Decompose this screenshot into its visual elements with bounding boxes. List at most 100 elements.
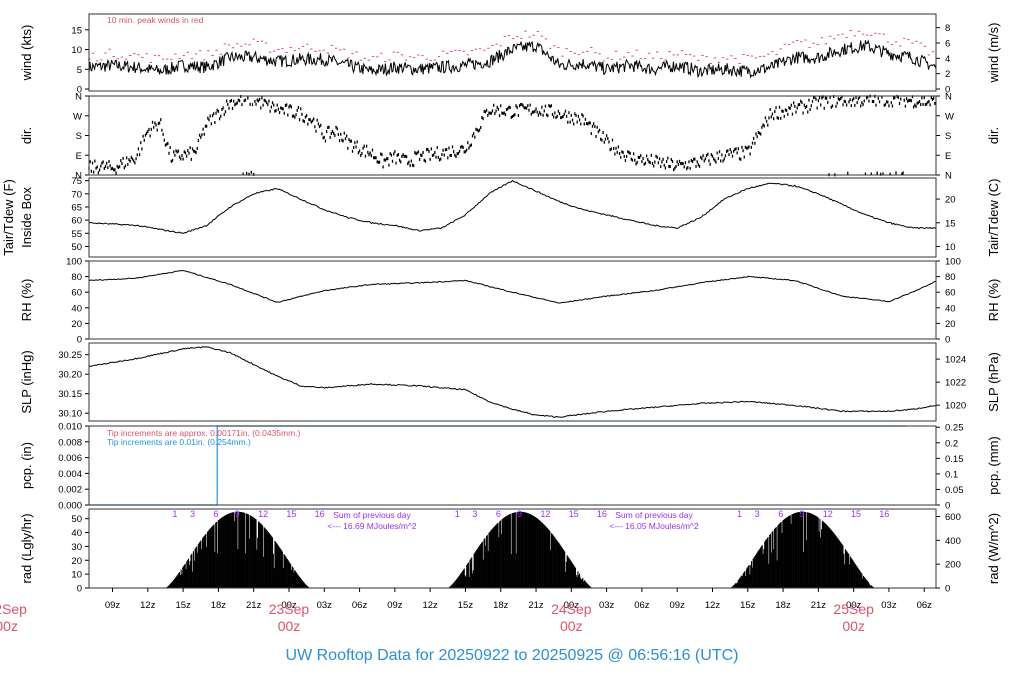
hour-label: 15 <box>569 509 579 519</box>
x-tick-label: 15z <box>175 600 191 611</box>
y-tick-label: 10 <box>71 45 82 56</box>
y-axis-label: pcp. (in) <box>19 442 34 489</box>
y-tick-label: E <box>76 151 82 162</box>
series-line <box>88 269 936 304</box>
y-tick-label-right: E <box>945 151 951 162</box>
y-tick-label-right: 20 <box>945 195 956 206</box>
y-axis-label: Tair/Tdew (F) <box>1 179 16 256</box>
x-tick-label: 00z <box>281 600 297 611</box>
panel-wind <box>85 13 940 92</box>
x-tick-label: 03z <box>881 600 897 611</box>
panel-slp <box>85 342 940 422</box>
panel-border <box>88 425 937 506</box>
x-tick-label: 12z <box>422 600 438 611</box>
y-axis-label-right: dir. <box>986 127 1001 144</box>
x-tick-label: 12z <box>705 600 721 611</box>
hour-label: 3 <box>755 509 760 519</box>
hour-label: 3 <box>190 509 195 519</box>
y-tick-label-right: 0.05 <box>945 485 964 496</box>
panel-border <box>88 342 937 422</box>
hour-label: 9 <box>517 509 522 519</box>
x-tick-label: 21z <box>528 600 544 611</box>
y-tick-label-right: 1022 <box>945 378 966 389</box>
x-tick-label: 09z <box>387 600 403 611</box>
y-tick-label: 40 <box>71 528 82 539</box>
hour-label: 6 <box>214 509 219 519</box>
y-tick-label-right: 6 <box>945 38 950 49</box>
hour-label: 9 <box>799 509 804 519</box>
y-axis-label: dir. <box>19 127 34 144</box>
y-axis-label-right: RH (%) <box>986 279 1001 322</box>
x-tick-label: 03z <box>317 600 333 611</box>
x-tick-label: 18z <box>211 600 227 611</box>
radiation-day-3 <box>730 511 875 588</box>
y-tick-label: 0.002 <box>58 485 82 496</box>
y-axis-label: SLP (inHg) <box>19 350 34 413</box>
panel-border <box>88 508 937 589</box>
hour-label: 16 <box>315 509 325 519</box>
y-tick-label: 40 <box>71 303 82 314</box>
rad-sum-label: Sum of previous day <box>333 510 411 520</box>
series-line <box>88 39 937 79</box>
y-tick-label: 80 <box>71 272 82 283</box>
y-tick-label: 70 <box>71 189 82 200</box>
y-tick-label: 30.25 <box>58 350 82 361</box>
x-tick-label: 06z <box>352 600 368 611</box>
pcp-annotation-approx: Tip increments are approx. 0.00171in. (0… <box>107 428 301 438</box>
x-tick-label: 15z <box>458 600 474 611</box>
y-tick-label: 0 <box>77 85 82 96</box>
y-axis-label-right: pcp. (mm) <box>986 436 1001 495</box>
x-tick-label: 09z <box>105 600 121 611</box>
series-line <box>88 179 937 234</box>
hour-label: 3 <box>472 509 477 519</box>
y-axis-label-2: Inside Box <box>19 187 34 248</box>
y-tick-label-right: 20 <box>945 319 956 330</box>
panel-dir <box>85 94 940 177</box>
x-tick-label: 06z <box>634 600 650 611</box>
hour-label: 12 <box>258 509 268 519</box>
y-tick-label-right: 1020 <box>945 401 966 412</box>
y-tick-label: 0.008 <box>58 437 82 448</box>
hour-label: 6 <box>778 509 783 519</box>
hour-label: 12 <box>540 509 550 519</box>
y-tick-label: 10 <box>71 570 82 581</box>
panel-border <box>88 260 937 340</box>
rad-sum-label: Sum of previous day <box>615 510 693 520</box>
day-label-time: 00z <box>842 618 865 634</box>
x-tick-label: 09z <box>670 600 686 611</box>
y-tick-label-right: 0 <box>945 335 950 346</box>
y-axis-label: rad (Lgly/hr) <box>19 513 34 583</box>
y-tick-label-right: 2 <box>945 69 950 80</box>
y-tick-label: 0 <box>77 584 82 595</box>
y-tick-label: N <box>75 171 82 182</box>
y-tick-label: 55 <box>71 229 82 240</box>
x-tick-label: 00z <box>846 600 862 611</box>
y-tick-label-right: 60 <box>945 288 956 299</box>
hour-label: 1 <box>455 509 460 519</box>
x-tick-label: 21z <box>246 600 262 611</box>
panel-rad <box>85 508 940 589</box>
hour-label: 16 <box>879 509 889 519</box>
y-tick-label-right: 1024 <box>945 355 966 366</box>
y-tick-label-right: 0 <box>945 85 950 96</box>
y-tick-label-right: 0 <box>945 501 950 512</box>
hour-label: 12 <box>823 509 833 519</box>
day-label-date: 23Sep <box>269 601 310 617</box>
panel-temp <box>85 177 940 258</box>
y-tick-label-right: 0.2 <box>945 438 958 449</box>
x-tick-label: 18z <box>775 600 791 611</box>
y-tick-label-right: 0.15 <box>945 454 964 465</box>
y-tick-label-right: N <box>945 171 952 182</box>
panel-pcp <box>85 425 940 506</box>
y-axis-label: RH (%) <box>19 279 34 322</box>
day-label-date: 22Sep <box>0 601 27 617</box>
panel-border <box>88 177 937 258</box>
y-tick-label-right: 0.25 <box>945 423 964 434</box>
y-tick-label: W <box>73 111 82 122</box>
y-tick-label: 65 <box>71 202 82 213</box>
y-tick-label: 50 <box>71 514 82 525</box>
y-tick-label: 75 <box>71 176 82 187</box>
y-tick-label: 30.10 <box>58 409 82 420</box>
y-tick-label-right: 15 <box>945 218 956 229</box>
day-label-date: 25Sep <box>833 601 874 617</box>
